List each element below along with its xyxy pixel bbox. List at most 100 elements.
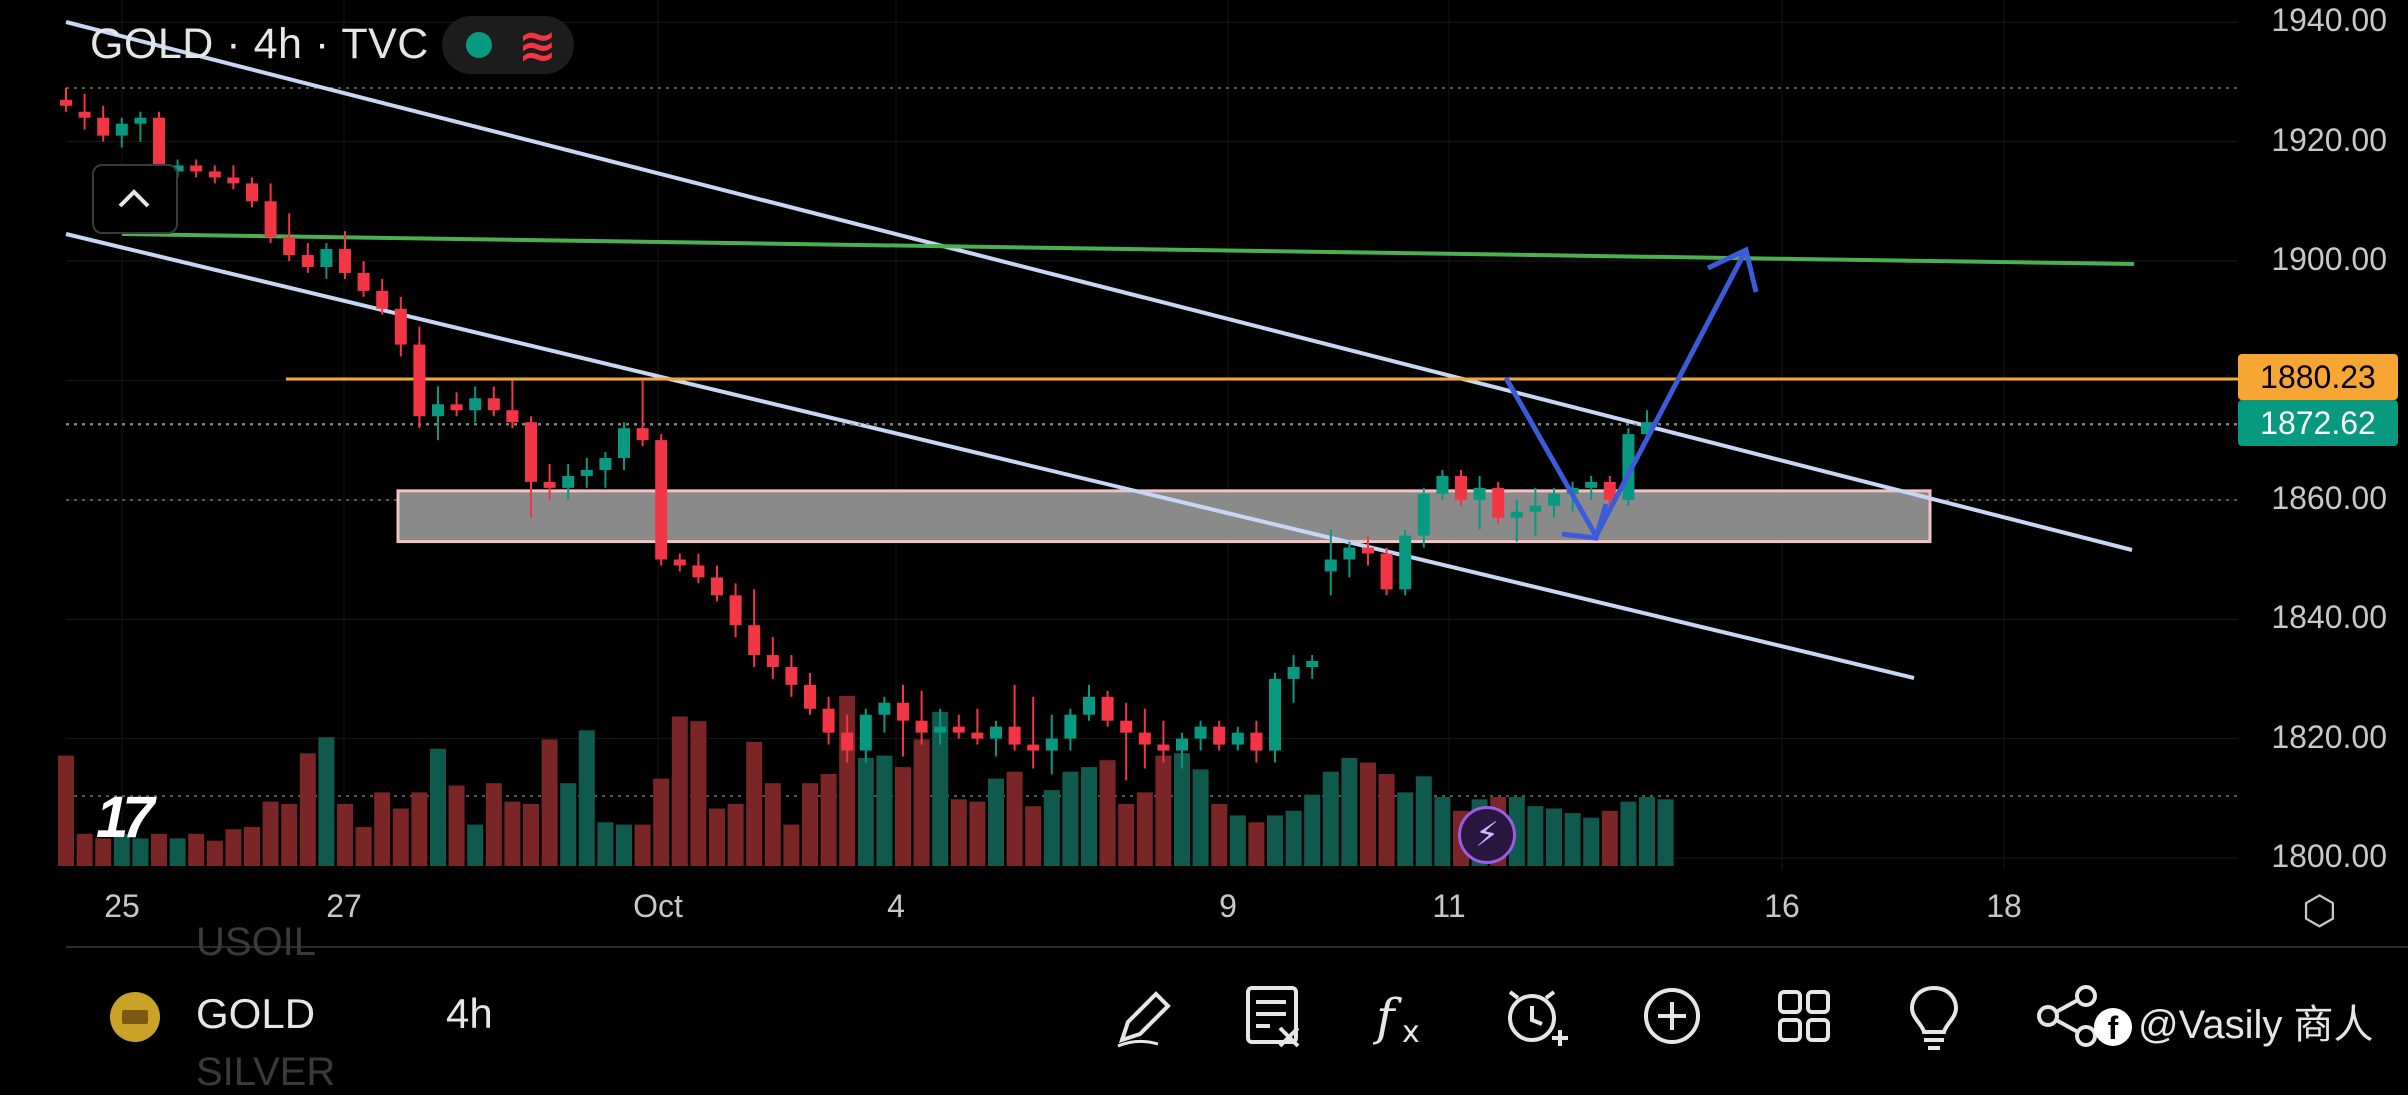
volume-bar bbox=[764, 783, 781, 866]
ghost-symbol-below: SILVER bbox=[196, 1050, 336, 1094]
drawing-tool-button[interactable] bbox=[1108, 978, 1184, 1054]
alarm-clock-icon bbox=[1508, 990, 1568, 1046]
candle-body bbox=[301, 255, 314, 267]
candle-body bbox=[357, 272, 370, 291]
volume-bar bbox=[374, 792, 391, 866]
candle-body bbox=[1455, 475, 1467, 500]
candle-body bbox=[506, 410, 519, 423]
volume-bar bbox=[132, 838, 149, 866]
volume-bar bbox=[206, 840, 223, 866]
volume-bar bbox=[1434, 797, 1451, 866]
candle-body bbox=[952, 726, 965, 733]
candle-body bbox=[153, 117, 165, 172]
volume-bar bbox=[988, 778, 1004, 866]
candle-body bbox=[859, 714, 872, 751]
volume-bar bbox=[337, 803, 353, 866]
candle-body bbox=[1529, 505, 1542, 512]
collapse-legend-button[interactable] bbox=[92, 164, 178, 234]
symbol-header[interactable]: GOLD · 4h · TVC bbox=[90, 20, 429, 68]
watermark-text: @Vasily 商人 bbox=[2138, 1003, 2374, 1047]
volume-bar bbox=[653, 778, 670, 866]
volume-bar bbox=[355, 826, 372, 866]
chart-settings-icon[interactable]: ⬡ bbox=[2302, 889, 2337, 933]
volume-bar bbox=[1378, 774, 1395, 866]
symbol-selector[interactable]: GOLD bbox=[196, 990, 316, 1037]
candle-body bbox=[934, 726, 947, 733]
volume-bar bbox=[1322, 771, 1339, 866]
volume-bar bbox=[188, 833, 205, 866]
candle-body bbox=[413, 344, 426, 417]
candle-body bbox=[1343, 547, 1356, 560]
price-chart[interactable] bbox=[0, 0, 2408, 948]
volume-bar bbox=[448, 785, 465, 866]
share-icon bbox=[2037, 985, 2097, 1047]
volume-bar bbox=[1527, 806, 1544, 866]
candle-body bbox=[729, 595, 742, 626]
candle-body bbox=[1064, 714, 1077, 739]
facebook-icon: f bbox=[2094, 1008, 2132, 1047]
time-tick-label: 11 bbox=[1432, 888, 1466, 924]
volume-bar bbox=[1006, 771, 1023, 866]
candle-body bbox=[1324, 559, 1337, 572]
candle-body bbox=[580, 469, 593, 476]
candle-body bbox=[1603, 481, 1616, 500]
volume-bar bbox=[467, 824, 484, 866]
volume-bar bbox=[58, 755, 74, 866]
volume-bar bbox=[225, 829, 242, 866]
candle-body bbox=[692, 565, 705, 578]
volume-bar bbox=[411, 792, 428, 866]
lightning-icon[interactable]: ⚡ bbox=[1458, 806, 1516, 864]
time-tick-label: 16 bbox=[1764, 888, 1800, 924]
candle-body bbox=[1120, 720, 1133, 733]
lower-channel-line bbox=[65, 232, 1915, 680]
volume-bar bbox=[746, 741, 763, 866]
volume-bar bbox=[597, 822, 614, 866]
candle-body bbox=[1008, 726, 1021, 745]
volume-bar bbox=[1136, 792, 1153, 866]
clear-drawings-button[interactable] bbox=[1236, 978, 1312, 1054]
ideas-button[interactable] bbox=[1896, 978, 1972, 1054]
volume-bar bbox=[392, 808, 409, 866]
volume-bar bbox=[1285, 810, 1302, 866]
candle-body bbox=[673, 559, 686, 566]
candle-body bbox=[60, 99, 72, 106]
volume-bar bbox=[151, 833, 167, 866]
current-price-label: 1872.62 bbox=[2238, 400, 2398, 446]
volume-bar bbox=[1174, 753, 1190, 866]
chevron-up-icon bbox=[118, 189, 150, 208]
layouts-button[interactable] bbox=[1766, 978, 1842, 1054]
volume-bar bbox=[709, 808, 725, 866]
candle-body bbox=[134, 117, 147, 124]
candle-body bbox=[562, 475, 575, 488]
timeframe-selector[interactable]: 4h bbox=[446, 990, 493, 1037]
volume-bar bbox=[1564, 813, 1581, 866]
candle-body bbox=[283, 237, 296, 256]
ghost-symbol-above: USOIL bbox=[196, 920, 317, 964]
indicator-status-pill[interactable]: ≋ bbox=[442, 16, 574, 74]
volume-bar bbox=[783, 824, 800, 866]
volume-bar bbox=[1099, 760, 1116, 866]
candle-body bbox=[1548, 493, 1560, 506]
author-watermark: f @Vasily 商人 bbox=[2094, 992, 2373, 1050]
share-button[interactable] bbox=[2030, 978, 2106, 1054]
lightbulb-icon bbox=[1909, 985, 1959, 1050]
volume-bar bbox=[969, 801, 986, 866]
volume-bar bbox=[895, 767, 911, 866]
volume-bar bbox=[1639, 797, 1655, 866]
alert-price-label: 1880.23 bbox=[2238, 354, 2398, 400]
candle-body bbox=[264, 201, 277, 238]
volume-bar bbox=[1415, 776, 1432, 866]
volume-bar bbox=[1657, 799, 1674, 866]
candle-body bbox=[878, 702, 891, 715]
candle-body bbox=[115, 123, 128, 136]
time-tick-label: 27 bbox=[326, 888, 362, 924]
add-button[interactable] bbox=[1634, 978, 1710, 1054]
candle-body bbox=[711, 577, 723, 596]
volume-bar bbox=[1304, 794, 1321, 866]
candle-body bbox=[841, 732, 854, 751]
alert-button[interactable] bbox=[1496, 978, 1572, 1054]
candle-body bbox=[1436, 475, 1449, 494]
wave-icon: ≋ bbox=[518, 19, 557, 71]
volume-bar bbox=[1360, 762, 1376, 866]
